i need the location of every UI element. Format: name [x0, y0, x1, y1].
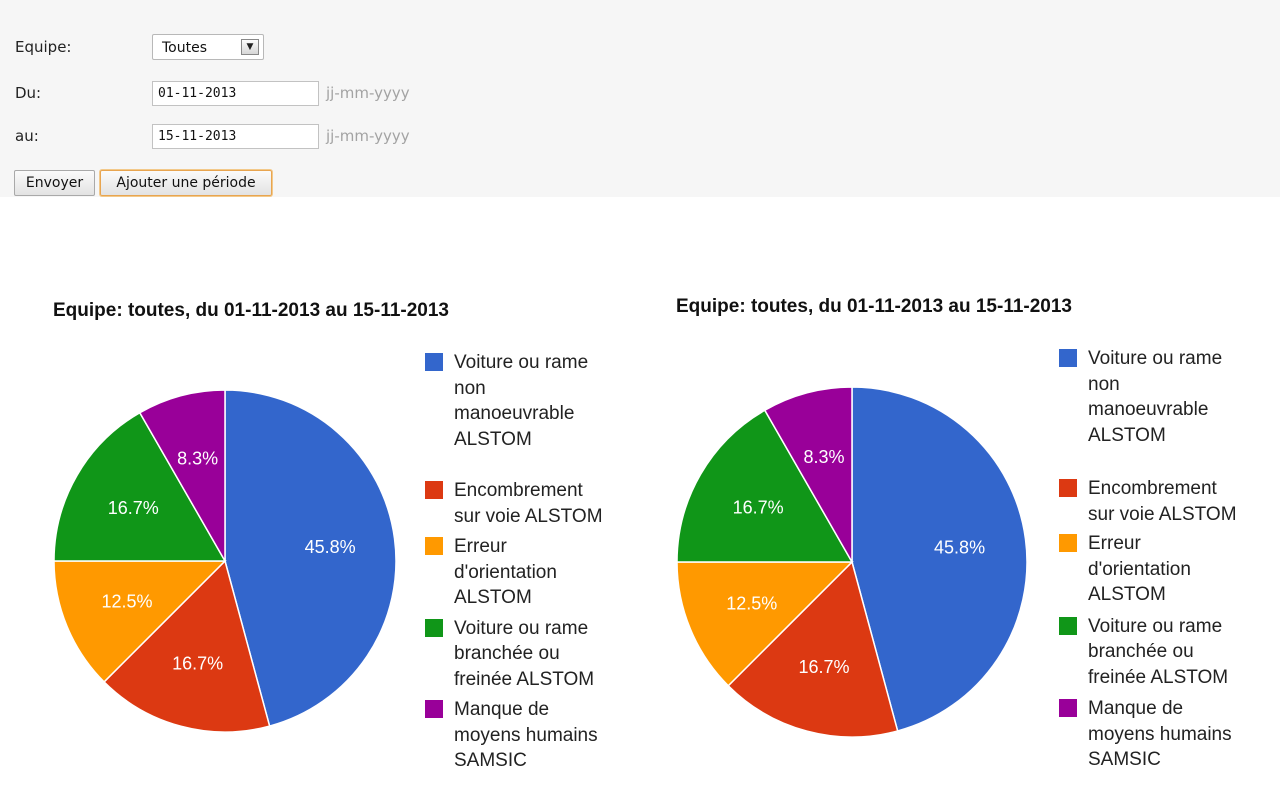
pie-slice[interactable]	[676, 409, 854, 563]
chart-1-title: Equipe: toutes, du 01-11-2013 au 15-11-2…	[53, 300, 450, 321]
legend-item[interactable]: Voiture ou rame non manoeuvrable ALSTOM	[1059, 346, 1269, 448]
du-date-hint: jj-mm-yyyy	[326, 84, 410, 102]
pie-slice-label: 16.7%	[172, 653, 223, 673]
chart-1-legend: Voiture ou rame non manoeuvrable ALSTOM E…	[425, 350, 635, 774]
add-period-button[interactable]: Ajouter une période	[100, 170, 272, 196]
legend-item[interactable]: Manque de moyens humains SAMSIC	[1059, 696, 1269, 773]
au-label: au:	[15, 127, 39, 145]
legend-label: Voiture ou rame non manoeuvrable ALSTOM	[454, 352, 589, 450]
pie-slice[interactable]	[224, 389, 397, 728]
legend-label: Manque de moyens humains SAMSIC	[1088, 698, 1232, 770]
pie-slice-label: 8.3%	[804, 447, 845, 467]
submit-button[interactable]: Envoyer	[14, 170, 95, 196]
pie-slice[interactable]	[138, 389, 226, 564]
legend-label: Manque de moyens humains SAMSIC	[454, 699, 598, 771]
legend-swatch	[425, 700, 443, 718]
pie-slice[interactable]	[763, 386, 853, 565]
pie-slice-label: 45.8%	[305, 537, 356, 557]
pie-slice[interactable]	[53, 560, 227, 683]
au-date-hint: jj-mm-yyyy	[326, 127, 410, 145]
legend-swatch	[425, 353, 443, 371]
du-date-input[interactable]: 01-11-2013	[152, 81, 319, 106]
equipe-select[interactable]: Toutes ▼	[152, 34, 264, 60]
pie-slice-label: 12.5%	[102, 592, 153, 612]
chart-2-pie: 45.8% 16.7% 12.5% 16.7% 8.3%	[676, 386, 1028, 738]
legend-swatch	[1059, 616, 1077, 635]
legend-swatch	[1059, 699, 1077, 717]
legend-label: Voiture ou rame branchée ou freinée ALST…	[454, 617, 595, 690]
chart-2-title: Equipe: toutes, du 01-11-2013 au 15-11-2…	[676, 296, 1073, 317]
chevron-down-icon[interactable]: ▼	[241, 39, 259, 55]
legend-label: Encombrement sur voie ALSTOM	[454, 480, 603, 527]
legend-item[interactable]: Manque de moyens humains SAMSIC	[425, 697, 635, 774]
legend-label: Voiture ou rame branchée ou freinée ALST…	[1088, 615, 1229, 688]
pie-slice-label: 16.7%	[108, 498, 159, 518]
legend-label: Encombrement sur voie ALSTOM	[1088, 478, 1237, 525]
pie-slice-label: 45.8%	[934, 538, 985, 558]
du-label: Du:	[15, 84, 42, 102]
chart-2-legend: Voiture ou rame non manoeuvrable ALSTOM E…	[1059, 346, 1269, 773]
legend-swatch	[1059, 534, 1077, 552]
legend-item[interactable]: Voiture ou rame non manoeuvrable ALSTOM	[425, 350, 635, 452]
au-date-input[interactable]: 15-11-2013	[152, 124, 319, 149]
legend-item[interactable]: Erreur d'orientation ALSTOM	[425, 534, 635, 611]
filter-form: Equipe: Toutes ▼ Du: 01-11-2013 jj-mm-yy…	[0, 0, 1280, 197]
legend-swatch	[425, 481, 443, 499]
pie-slice[interactable]	[103, 559, 271, 733]
pie-slice-label: 16.7%	[733, 498, 784, 518]
pie-slice[interactable]	[727, 560, 899, 738]
legend-item[interactable]: Encombrement sur voie ALSTOM	[1059, 476, 1269, 527]
legend-label: Voiture ou rame non manoeuvrable ALSTOM	[1088, 348, 1223, 446]
pie-slice-label: 8.3%	[177, 449, 218, 469]
legend-label: Erreur d'orientation ALSTOM	[1088, 533, 1191, 605]
legend-swatch	[1059, 479, 1077, 497]
pie-slice-label: 12.5%	[726, 594, 777, 614]
pie-slice-label: 16.7%	[799, 657, 850, 677]
legend-swatch	[425, 537, 443, 555]
chart-1-pie: 45.8% 16.7% 12.5% 16.7% 8.3%	[53, 389, 397, 733]
pie-slice[interactable]	[676, 561, 854, 687]
legend-item[interactable]: Voiture ou rame branchée ou freinée ALST…	[425, 616, 635, 693]
legend-swatch	[1059, 349, 1077, 367]
equipe-select-value: Toutes	[162, 40, 208, 56]
legend-label: Erreur d'orientation ALSTOM	[454, 536, 557, 608]
pie-slice[interactable]	[53, 411, 227, 562]
equipe-label: Equipe:	[15, 38, 72, 56]
legend-item[interactable]: Erreur d'orientation ALSTOM	[1059, 531, 1269, 608]
pie-slice[interactable]	[851, 386, 1028, 732]
legend-swatch	[425, 618, 443, 637]
legend-item[interactable]: Voiture ou rame branchée ou freinée ALST…	[1059, 614, 1269, 691]
legend-item[interactable]: Encombrement sur voie ALSTOM	[425, 478, 635, 529]
